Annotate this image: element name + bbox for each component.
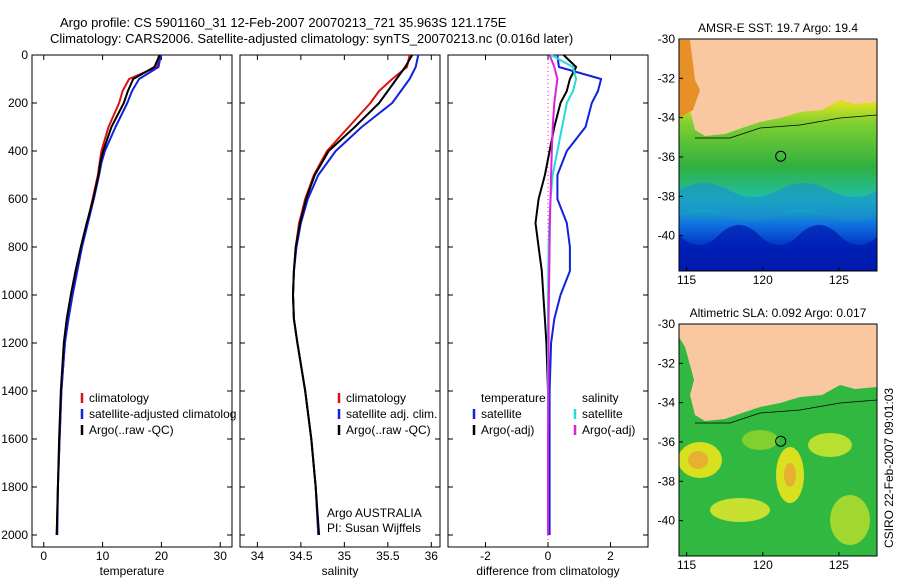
sst-map-panel: AMSR-E SST: 19.7 Argo: 19.4 115 120 125 -30… — [658, 21, 878, 287]
depth-tick-label: 1800 — [1, 480, 28, 494]
sst-cold-water — [679, 225, 877, 271]
sst-land — [679, 39, 877, 136]
legend-entry: satellite adj. clim. — [346, 407, 437, 421]
difference-series-satellite-line — [548, 54, 603, 535]
legend-entry: satellite — [481, 407, 522, 421]
map-ytick-label: -38 — [658, 189, 676, 203]
temperature-panel: 0 10 20 30 temperature 0 200 400 600 800 1000 1200 1… — [1, 48, 236, 578]
legend-entry: Argo(-adj) — [582, 423, 635, 437]
depth-tick-label: 1200 — [1, 336, 28, 350]
legend-entry: Argo(..raw -QC) — [89, 423, 174, 437]
map-ytick-label: -36 — [658, 435, 676, 449]
map-ytick-label: -32 — [658, 356, 676, 370]
map-xtick-label: 125 — [829, 558, 849, 572]
sla-map-title: Altimetric SLA: 0.092 Argo: 0.017 — [690, 306, 867, 320]
salinity-xtick-label: 36 — [425, 549, 439, 563]
map-ytick-label: -30 — [658, 32, 676, 46]
temperature-xtick-label: 20 — [155, 549, 169, 563]
salinity-plot-frame — [239, 54, 441, 548]
salinity-xtick-label: 34.5 — [289, 549, 313, 563]
depth-tick-label: 200 — [8, 96, 28, 110]
map-ytick-label: -40 — [658, 229, 676, 243]
sla-contour — [695, 399, 877, 424]
sst-front — [679, 183, 877, 221]
legend-entry: Argo(..raw -QC) — [346, 423, 431, 437]
map-ytick-label: -34 — [658, 111, 676, 125]
sst-map-axes: 115 120 125 -30 -32 -34 -36 -38 -40 — [658, 32, 850, 287]
difference-xlabel: difference from climatology — [476, 564, 619, 578]
sla-anomaly-4 — [830, 495, 870, 545]
salinity-series-climatology-line — [292, 54, 411, 536]
map-xtick-label: 115 — [677, 558, 696, 572]
sla-float-marker — [775, 435, 787, 447]
map-xtick-label: 115 — [677, 273, 696, 287]
argo-annotation: Argo AUSTRALIA — [327, 506, 422, 520]
map-ytick-label: -30 — [658, 317, 676, 331]
sla-anomaly-6 — [808, 433, 852, 457]
temperature-plot-frame — [31, 54, 233, 548]
salinity-panel: 34 34.5 35 35.5 36 salinity climatology satelli… — [239, 54, 441, 578]
sst-map-title: AMSR-E SST: 19.7 Argo: 19.4 — [698, 21, 858, 35]
salinity-series-argo-line — [292, 54, 414, 536]
difference-series-salinity_argo-line — [547, 54, 559, 535]
difference-xtick-label: 0 — [545, 549, 552, 563]
figure-title-line1: Argo profile: CS 5901160_31 12-Feb-2007 … — [60, 15, 507, 30]
map-ytick-label: -34 — [658, 396, 676, 410]
sst-contour — [695, 114, 877, 139]
depth-tick-label: 2000 — [1, 528, 28, 542]
salinity-xlabel: salinity — [322, 564, 359, 578]
temperature-series-argo-line — [55, 54, 161, 536]
map-ytick-label: -36 — [658, 150, 676, 164]
map-ytick-label: -38 — [658, 474, 676, 488]
depth-tick-label: 400 — [8, 144, 28, 158]
legend-entry: Argo(-adj) — [481, 423, 534, 437]
credit-label: CSIRO 22-Feb-2007 09:01:03 — [882, 388, 896, 548]
salinity-xtick-label: 35 — [338, 549, 352, 563]
sla-anomaly-3 — [710, 498, 770, 522]
map-xtick-label: 120 — [753, 558, 773, 572]
map-ytick-label: -32 — [658, 71, 676, 85]
temperature-xlabel: temperature — [100, 564, 165, 578]
depth-tick-label: 0 — [21, 48, 28, 62]
temperature-xtick-label: 10 — [96, 549, 110, 563]
difference-xtick-label: 2 — [607, 549, 614, 563]
depth-tick-label: 800 — [8, 240, 28, 254]
sla-land — [679, 324, 877, 421]
sst-warm-coast — [679, 40, 700, 118]
depth-tick-label: 600 — [8, 192, 28, 206]
difference-xtick-label: -2 — [480, 549, 491, 563]
legend-entry: climatology — [89, 391, 149, 405]
sla-anomaly-5 — [742, 430, 778, 450]
legend-entry: climatology — [346, 391, 406, 405]
figure-title-line2: Climatology: CARS2006. Satellite-adjuste… — [50, 31, 573, 46]
legend-salinity-heading: salinity — [582, 391, 619, 405]
sla-map-frame — [678, 323, 878, 557]
temperature-xtick-label: 30 — [214, 549, 228, 563]
temperature-xtick-label: 0 — [40, 549, 47, 563]
salinity-xtick-label: 34 — [251, 549, 265, 563]
sla-map-axes: 115 120 125 -30 -32 -34 -36 -38 -40 — [658, 317, 850, 572]
sst-map-frame — [678, 38, 878, 272]
argo-annotation: PI: Susan Wijffels — [327, 521, 421, 535]
legend-entry: satellite — [582, 407, 623, 421]
difference-series-argo-line — [534, 54, 578, 535]
legend-temperature-heading: temperature — [481, 391, 546, 405]
sla-map-panel: Altimetric SLA: 0.092 Argo: 0.017 115 120… — [658, 306, 878, 572]
sst-float-marker — [775, 150, 787, 162]
sla-anomaly-2-core — [784, 463, 796, 487]
depth-tick-label: 1400 — [1, 384, 28, 398]
salinity-xtick-label: 35.5 — [376, 549, 400, 563]
depth-tick-label: 1600 — [1, 432, 28, 446]
map-xtick-label: 125 — [829, 273, 849, 287]
map-ytick-label: -40 — [658, 514, 676, 528]
map-xtick-label: 120 — [753, 273, 773, 287]
legend-entry: satellite-adjusted climatolog — [89, 407, 236, 421]
depth-tick-label: 1000 — [1, 288, 28, 302]
sla-anomaly-1-core — [688, 451, 708, 469]
